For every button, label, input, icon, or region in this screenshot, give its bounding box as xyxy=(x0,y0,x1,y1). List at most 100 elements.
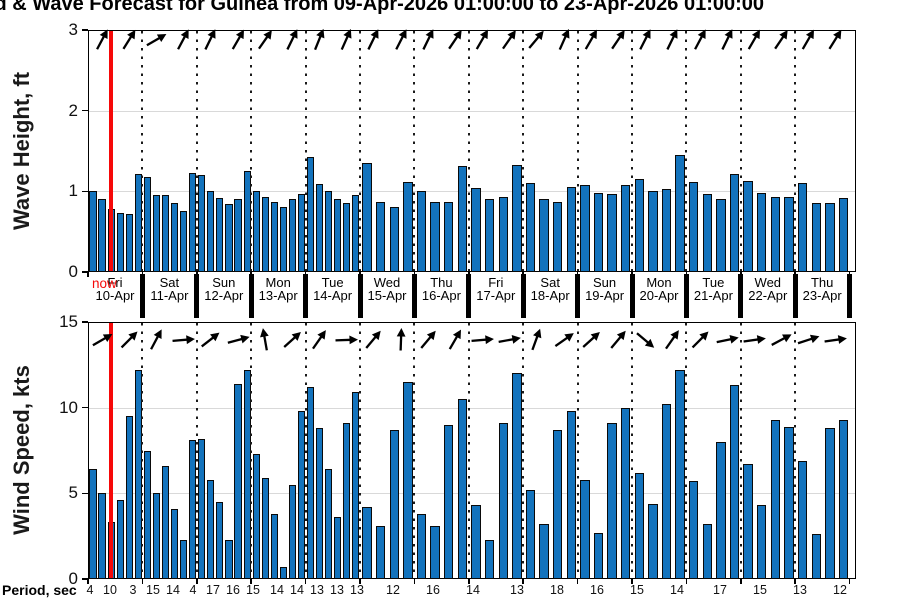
day-separator xyxy=(792,274,798,318)
wind-x-tick xyxy=(848,579,851,584)
wave-y-tick xyxy=(82,29,88,31)
period-value: 17 xyxy=(713,583,727,597)
wave-x-tick xyxy=(304,272,307,277)
period-value: 12 xyxy=(833,583,847,597)
wave-day-boundary-line xyxy=(522,31,525,271)
wave-day-boundary-line xyxy=(685,31,688,271)
wind-bar xyxy=(648,503,658,579)
wave-bar xyxy=(811,202,821,272)
wind-bar xyxy=(389,429,399,579)
wind-bar xyxy=(811,534,821,579)
wave-bar xyxy=(648,190,658,272)
wind-bar xyxy=(416,513,427,579)
wind-bar xyxy=(89,469,97,579)
wind-gridline xyxy=(89,407,855,409)
wave-y-tick-label: 0 xyxy=(68,262,78,281)
wind-bar xyxy=(143,450,151,579)
wave-bar xyxy=(352,194,360,272)
period-axis-label: Period, sec xyxy=(2,582,77,598)
wave-x-tick xyxy=(413,272,416,277)
wind-y-tick xyxy=(82,406,88,409)
wave-bar xyxy=(430,201,440,272)
wind-bar xyxy=(243,369,251,579)
wind-bar xyxy=(261,477,269,579)
wave-bar xyxy=(620,184,631,272)
wave-bar xyxy=(593,192,604,272)
wind-bar xyxy=(189,440,197,579)
wave-bar xyxy=(98,199,106,272)
period-value: 14 xyxy=(166,583,180,597)
wind-bar xyxy=(325,469,333,579)
wind-bar xyxy=(552,429,563,579)
wind-now-line xyxy=(109,323,113,578)
wave-bar xyxy=(457,166,468,272)
day-separator xyxy=(303,274,309,318)
wind-bar xyxy=(343,423,351,579)
wind-bar xyxy=(288,484,297,579)
wave-bar xyxy=(607,193,617,272)
wind-bar xyxy=(661,404,672,579)
wave-y-tick xyxy=(82,190,88,193)
wave-direction-arrow xyxy=(659,27,685,53)
wave-bar xyxy=(225,204,233,272)
wind-bar xyxy=(198,438,206,579)
wave-direction-arrow xyxy=(714,27,740,53)
day-name: Tue xyxy=(702,275,725,290)
wind-bar xyxy=(539,524,549,579)
wind-bar xyxy=(234,383,242,579)
wave-bar xyxy=(334,198,342,272)
wind-bar xyxy=(152,493,161,579)
wind-bar xyxy=(270,513,278,579)
wave-direction-arrow xyxy=(143,27,169,53)
wind-direction-arrow xyxy=(822,327,848,353)
wave-x-tick xyxy=(87,272,89,277)
day-date: 18-Apr xyxy=(530,288,570,303)
day-name: Wed xyxy=(373,275,401,290)
wind-x-tick xyxy=(576,579,579,584)
wave-bar xyxy=(161,194,170,272)
day-date: 19-Apr xyxy=(585,288,625,303)
day-date: 16-Apr xyxy=(421,288,461,303)
day-separator xyxy=(683,274,689,318)
period-value: 13 xyxy=(310,583,324,597)
wind-x-tick xyxy=(468,579,470,584)
day-name: Fri xyxy=(107,275,123,290)
wave-direction-arrow xyxy=(768,27,794,53)
period-value: 16 xyxy=(226,583,240,597)
wind-direction-arrow xyxy=(415,327,441,353)
wave-direction-arrow xyxy=(415,27,441,53)
day-separator xyxy=(847,274,853,318)
wave-y-tick xyxy=(82,271,88,273)
wind-y-tick-label: 15 xyxy=(59,312,78,331)
wave-direction-arrow xyxy=(170,27,196,53)
day-date: 21-Apr xyxy=(693,288,733,303)
wind-bar xyxy=(316,428,324,579)
wind-x-tick xyxy=(740,579,742,584)
day-separator xyxy=(520,274,526,318)
wave-bar xyxy=(216,197,224,272)
wave-bar xyxy=(362,163,372,272)
day-date: 15-Apr xyxy=(367,288,407,303)
wave-day-boundary-line xyxy=(631,31,633,271)
wind-bar xyxy=(498,423,508,579)
wind-day-boundary-line xyxy=(304,323,307,578)
wave-day-boundary-line xyxy=(359,31,361,271)
wave-bar xyxy=(198,175,206,272)
wave-bar xyxy=(207,190,215,272)
wind-bar xyxy=(376,525,386,579)
wave-bar xyxy=(784,196,794,272)
wave-day-boundary-line xyxy=(794,31,797,271)
wind-direction-arrow xyxy=(279,327,305,353)
day-date: 17-Apr xyxy=(476,288,516,303)
wave-direction-arrow xyxy=(252,27,278,53)
wind-direction-arrow xyxy=(252,327,278,353)
wind-bar xyxy=(838,419,849,579)
wind-bar xyxy=(430,525,440,579)
day-separator xyxy=(248,274,254,318)
day-name: Fri xyxy=(488,275,504,290)
wind-day-boundary-line xyxy=(576,323,579,578)
wave-direction-arrow xyxy=(306,27,332,53)
day-date: 11-Apr xyxy=(150,288,189,303)
wave-direction-arrow xyxy=(360,27,386,53)
wind-direction-arrow xyxy=(523,327,549,353)
